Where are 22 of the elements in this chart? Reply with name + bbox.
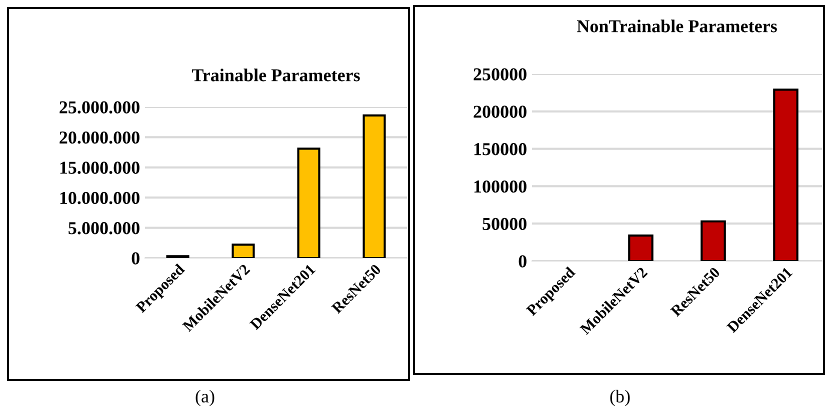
y-tick-label: 0 [132, 252, 140, 264]
text: (a) [196, 390, 214, 406]
bar [362, 114, 386, 258]
y-tick-label: 5.000.000 [68, 222, 140, 234]
bar [297, 148, 320, 258]
chart-title: Trainable Parameters [192, 68, 360, 82]
y-tick-label: 15.000.000 [60, 162, 140, 174]
bar [628, 234, 654, 261]
y-tick-label: 20.000.000 [60, 131, 140, 144]
y-tick-label: 10.000.000 [60, 192, 140, 204]
chart-title: NonTrainable Parameters [576, 20, 777, 32]
bar [232, 244, 255, 258]
bar [700, 220, 726, 261]
bar [773, 88, 798, 261]
text: (b) [610, 390, 630, 406]
y-tick-label: 150000 [474, 143, 526, 156]
y-tick-label: 0 [518, 255, 526, 268]
y-tick-label: 50000 [482, 218, 526, 230]
y-tick-label: 100000 [474, 180, 526, 193]
y-tick-label: 250000 [474, 68, 526, 80]
y-tick-label: 25.000.000 [60, 101, 140, 114]
y-tick-label: 200000 [474, 106, 526, 118]
